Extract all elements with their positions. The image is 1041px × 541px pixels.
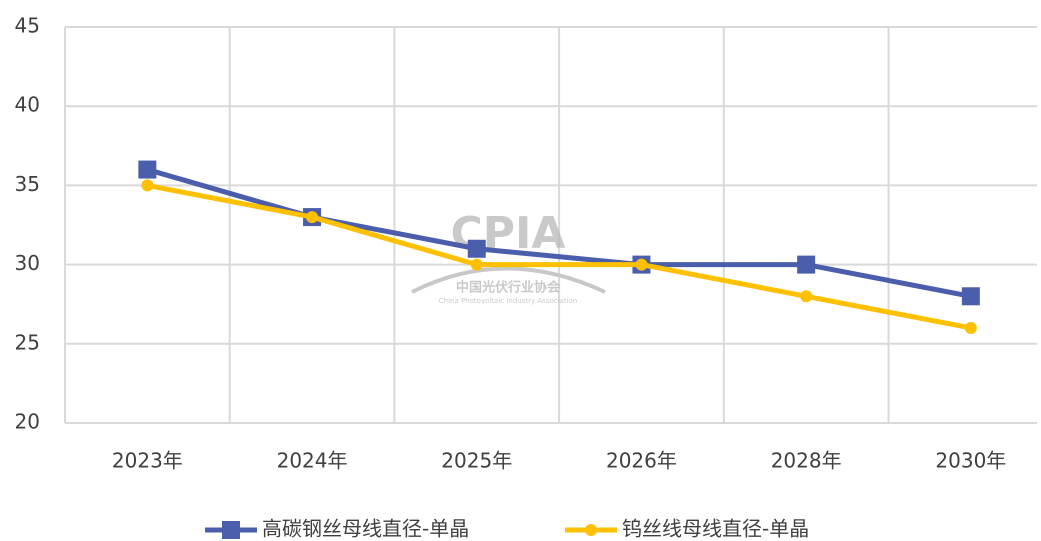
series-line bbox=[146, 167, 972, 299]
marker bbox=[961, 287, 980, 306]
marker bbox=[306, 211, 319, 224]
x-tick-label: 2030年 bbox=[935, 449, 1006, 473]
marker bbox=[800, 290, 813, 303]
series-line bbox=[146, 182, 972, 331]
y-tick-label: 40 bbox=[15, 93, 40, 117]
marker bbox=[467, 239, 486, 258]
grid bbox=[64, 26, 1037, 424]
marker bbox=[138, 160, 157, 179]
x-tick-label: 2025年 bbox=[441, 449, 512, 473]
x-tick-label: 2024年 bbox=[277, 449, 348, 473]
legend-item: 钨丝线母线直径-单晶 bbox=[565, 517, 809, 541]
watermark-name: 中国光伏行业协会 bbox=[456, 280, 561, 296]
legend-label: 钨丝线母线直径-单晶 bbox=[622, 517, 809, 541]
legend-marker bbox=[222, 521, 240, 539]
x-tick-label: 2023年 bbox=[112, 449, 183, 473]
watermark-english: China Photovoltaic Industry Association bbox=[439, 297, 578, 305]
marker bbox=[141, 179, 154, 192]
y-tick-label: 20 bbox=[15, 410, 40, 434]
legend-label: 高碳钢丝母线直径-单晶 bbox=[262, 517, 469, 541]
marker bbox=[470, 258, 483, 271]
series bbox=[138, 160, 980, 306]
x-tick-label: 2028年 bbox=[771, 449, 842, 473]
marker bbox=[964, 321, 977, 334]
marker bbox=[797, 255, 816, 274]
x-tick-label: 2026年 bbox=[606, 449, 677, 473]
legend-marker bbox=[585, 524, 597, 536]
watermark-arc bbox=[411, 266, 606, 294]
series bbox=[141, 179, 977, 334]
y-tick-label: 35 bbox=[15, 172, 40, 196]
marker bbox=[635, 258, 648, 271]
y-tick-label: 30 bbox=[15, 251, 40, 275]
y-tick-label: 25 bbox=[15, 330, 40, 354]
y-tick-label: 45 bbox=[15, 14, 40, 38]
legend-item: 高碳钢丝母线直径-单晶 bbox=[205, 517, 469, 541]
